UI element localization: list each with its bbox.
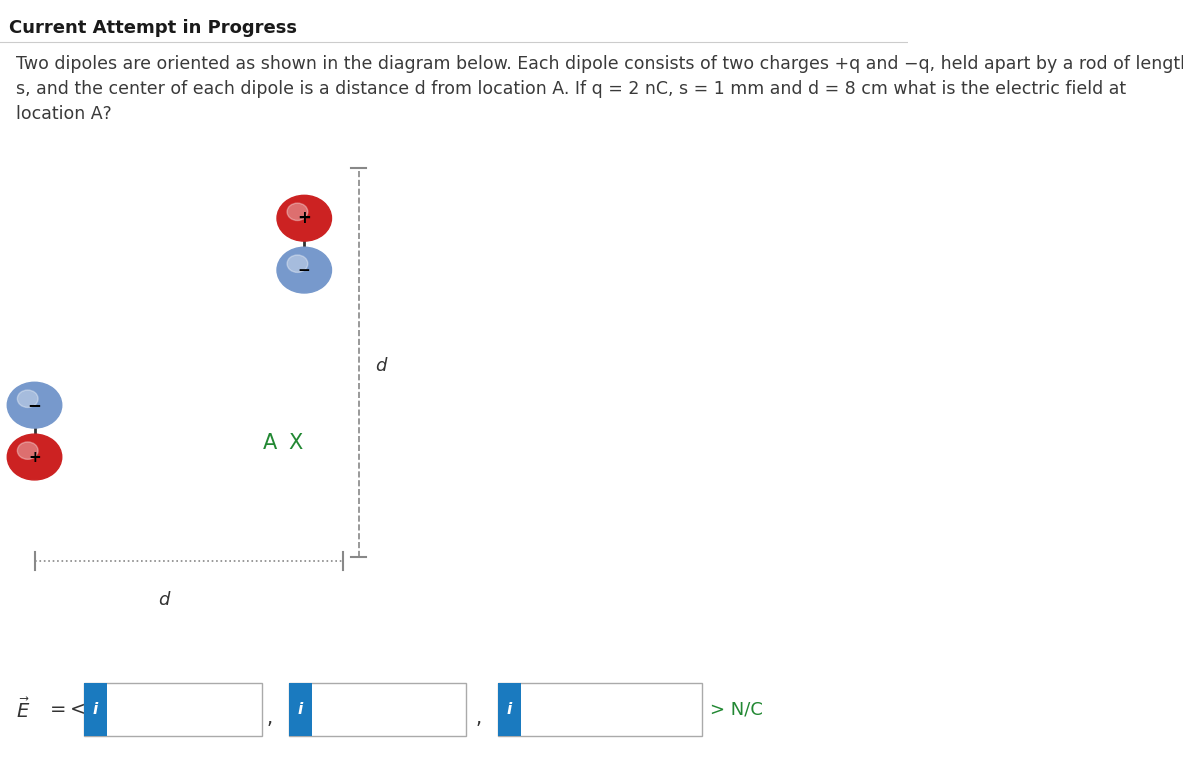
- Text: Two dipoles are oriented as shown in the diagram below. Each dipole consists of : Two dipoles are oriented as shown in the…: [17, 55, 1183, 73]
- Text: d: d: [375, 357, 387, 375]
- Text: =: =: [50, 700, 66, 719]
- FancyBboxPatch shape: [498, 683, 522, 736]
- Text: ,: ,: [267, 710, 273, 728]
- Text: d: d: [157, 591, 169, 610]
- Text: X: X: [287, 433, 302, 452]
- Circle shape: [277, 247, 331, 293]
- Text: location A?: location A?: [17, 105, 112, 124]
- FancyBboxPatch shape: [498, 683, 702, 736]
- Text: −: −: [27, 396, 41, 414]
- Text: −: −: [298, 262, 311, 278]
- Circle shape: [287, 203, 308, 221]
- Text: Current Attempt in Progress: Current Attempt in Progress: [9, 19, 297, 37]
- FancyBboxPatch shape: [84, 683, 108, 736]
- FancyBboxPatch shape: [289, 683, 312, 736]
- Text: > N/C: > N/C: [710, 700, 763, 719]
- Circle shape: [18, 442, 38, 459]
- Text: ,: ,: [476, 710, 481, 728]
- FancyBboxPatch shape: [289, 683, 466, 736]
- Text: i: i: [92, 702, 98, 717]
- Circle shape: [287, 255, 308, 272]
- Text: $\vec{E}$: $\vec{E}$: [17, 697, 31, 722]
- Text: i: i: [506, 702, 512, 717]
- Circle shape: [18, 390, 38, 407]
- FancyBboxPatch shape: [84, 683, 261, 736]
- Text: s, and the center of each dipole is a distance d from location A. If q = 2 nC, s: s, and the center of each dipole is a di…: [17, 80, 1126, 98]
- Text: A: A: [263, 433, 277, 452]
- Text: +: +: [28, 449, 41, 465]
- Circle shape: [7, 434, 62, 480]
- Text: <: <: [70, 700, 86, 719]
- Circle shape: [277, 195, 331, 241]
- Circle shape: [7, 382, 62, 428]
- Text: i: i: [298, 702, 303, 717]
- Text: +: +: [297, 209, 311, 227]
